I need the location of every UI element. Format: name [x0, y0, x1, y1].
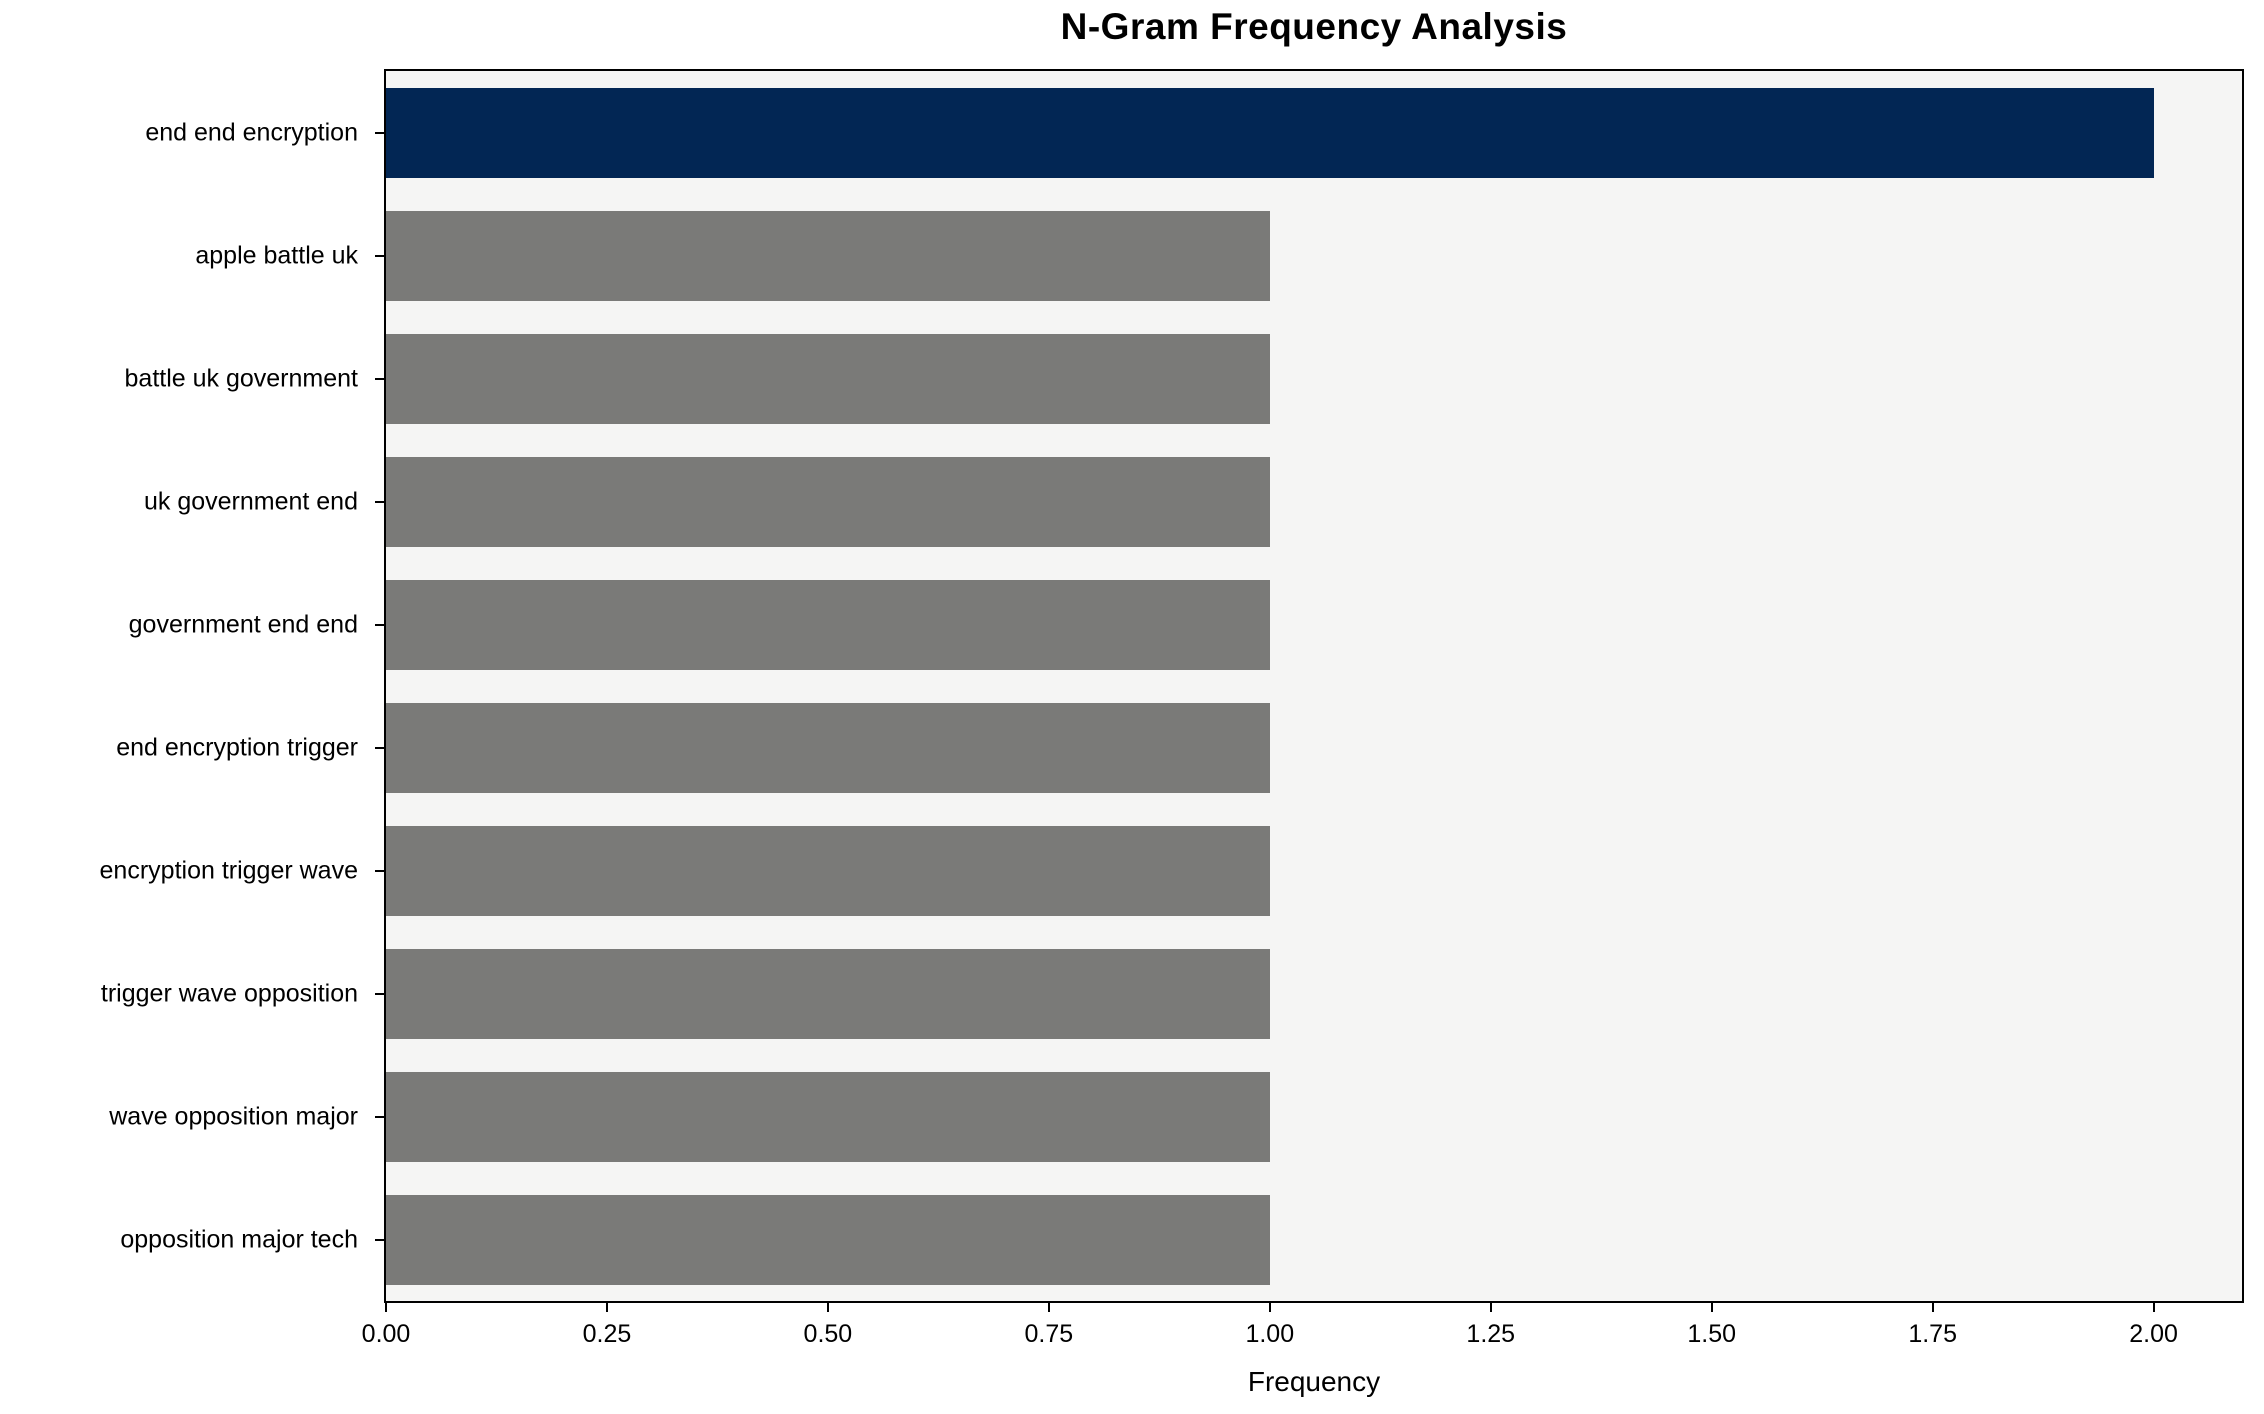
y-tick-label: opposition major tech: [120, 1225, 358, 1253]
x-tick: [2152, 1303, 2155, 1312]
bar: [386, 1194, 1270, 1285]
bar: [386, 87, 2154, 178]
y-tick: [375, 254, 384, 257]
bars-layer: [386, 71, 2242, 1301]
y-tick: [375, 1115, 384, 1118]
x-tick-label: 2.00: [2129, 1320, 2178, 1348]
bar: [386, 579, 1270, 670]
x-tick: [605, 1303, 608, 1312]
y-tick-label: trigger wave opposition: [100, 979, 358, 1007]
y-tick-label: encryption trigger wave: [99, 856, 358, 884]
y-tick: [375, 623, 384, 626]
y-tick: [375, 746, 384, 749]
y-tick-label: battle uk government: [124, 364, 358, 392]
x-tick-label: 1.50: [1687, 1320, 1737, 1348]
plot-area: [384, 69, 2244, 1303]
x-tick-label: 1.25: [1466, 1320, 1516, 1348]
bar: [386, 333, 1270, 424]
x-tick-label: 0.50: [803, 1320, 853, 1348]
x-tick-label: 1.75: [1908, 1320, 1957, 1348]
x-tick: [385, 1303, 387, 1312]
y-tick: [375, 1238, 384, 1241]
x-axis-label: Frequency: [1247, 1366, 1381, 1397]
x-tick: [1268, 1303, 1271, 1312]
bar: [386, 210, 1270, 301]
y-tick: [375, 377, 384, 380]
x-tick: [826, 1303, 829, 1312]
bar: [386, 456, 1270, 547]
y-tick: [375, 869, 384, 872]
x-tick-label: 0.00: [361, 1320, 411, 1348]
chart-title: N-Gram Frequency Analysis: [1060, 6, 1568, 47]
bar: [386, 825, 1270, 916]
y-tick-label: end end encryption: [145, 118, 358, 146]
x-tick-label: 1.00: [1245, 1320, 1295, 1348]
y-tick-label: end encryption trigger: [116, 733, 358, 761]
x-tick: [1931, 1303, 1934, 1312]
y-tick: [375, 500, 384, 503]
x-tick-label: 0.75: [1024, 1320, 1074, 1348]
bar: [386, 702, 1270, 793]
y-tick: [375, 992, 384, 995]
y-tick: [375, 131, 384, 134]
x-tick: [1710, 1303, 1713, 1312]
x-tick-label: 0.25: [582, 1320, 632, 1348]
x-tick: [1489, 1303, 1492, 1312]
y-tick-label: government end end: [128, 610, 358, 638]
bar: [386, 948, 1270, 1039]
bar: [386, 1071, 1270, 1162]
y-tick-label: wave opposition major: [109, 1102, 358, 1130]
x-tick: [1047, 1303, 1050, 1312]
y-tick-label: apple battle uk: [195, 241, 358, 269]
y-tick-label: uk government end: [143, 487, 358, 515]
